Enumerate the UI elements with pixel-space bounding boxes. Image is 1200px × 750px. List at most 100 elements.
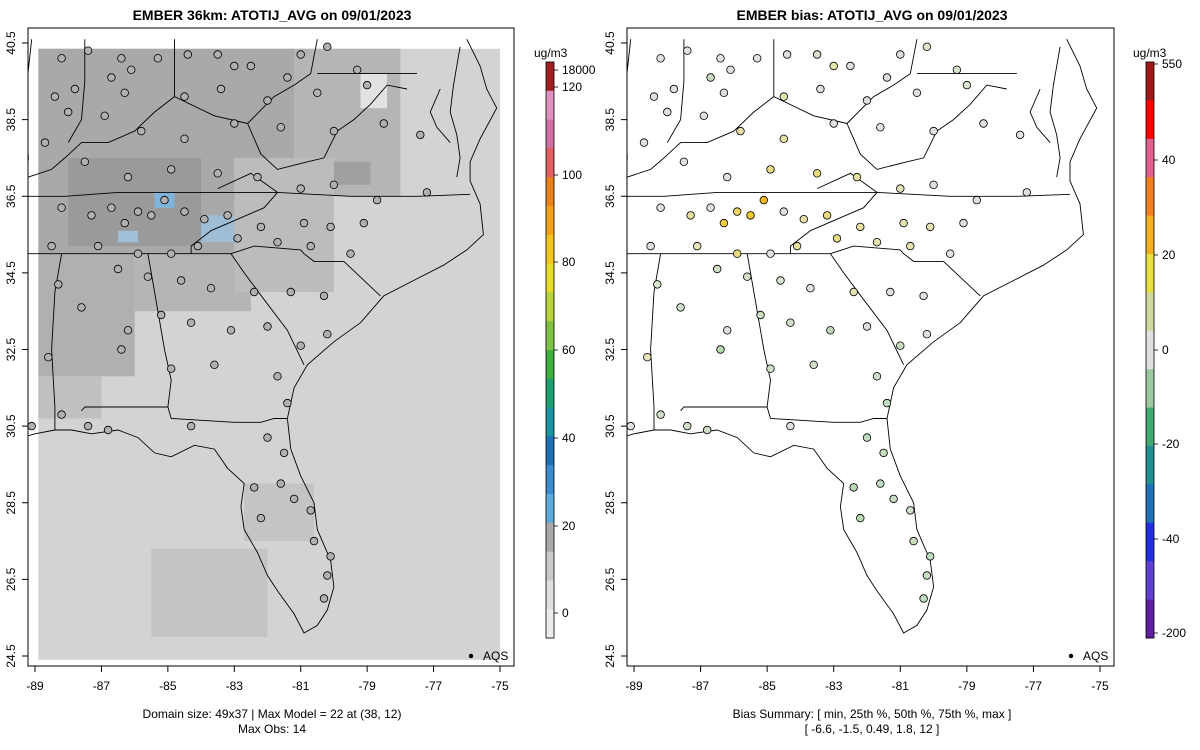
aqs-site-marker: [862, 322, 872, 331]
aqs-site-marker: [296, 341, 305, 350]
aqs-site-marker: [679, 157, 689, 166]
aqs-site-marker: [716, 345, 725, 354]
colorbar-tick-label: -200: [1162, 626, 1186, 640]
aqs-monitor-points: [27, 42, 432, 603]
colorbar-segment: [1146, 599, 1154, 639]
aqs-site-marker: [663, 107, 672, 117]
aqs-site-marker: [120, 218, 129, 228]
aqs-site-marker: [1022, 188, 1032, 197]
aqs-site-marker: [959, 218, 968, 228]
x-tick-label: -89: [625, 679, 643, 693]
aqs-site-marker: [133, 249, 143, 258]
aqs-site-marker: [779, 134, 788, 143]
colorbar-segment: [546, 580, 554, 610]
colorbar-segment: [1146, 254, 1154, 293]
aqs-site-marker: [156, 310, 166, 320]
aqs-site-marker: [249, 483, 259, 492]
aqs-site-marker: [256, 513, 266, 523]
aqs-site-marker: [723, 172, 732, 182]
aqs-site-marker: [723, 326, 732, 335]
aqs-site-marker: [899, 218, 908, 228]
aqs-site-marker: [50, 92, 60, 101]
x-tick-label: -83: [226, 679, 244, 693]
aqs-site-marker: [186, 421, 196, 431]
aqs-site-marker: [283, 73, 292, 82]
bias-panel-title: EMBER bias: ATOTIJ_AVG on 09/01/2023: [736, 7, 1007, 23]
aqs-site-marker: [706, 203, 715, 212]
aqs-site-marker: [816, 84, 825, 94]
raster-cell: [244, 483, 314, 542]
boundary-line: [627, 157, 665, 178]
raster-cell: [360, 73, 388, 109]
aqs-site-marker: [922, 330, 932, 339]
aqs-site-marker: [896, 50, 905, 59]
x-tick-label: -75: [1091, 679, 1109, 693]
aqs-site-marker: [862, 433, 872, 442]
colorbar-tick-label: 60: [562, 343, 576, 357]
aqs-site-marker: [683, 421, 692, 431]
x-tick-label: -75: [491, 679, 509, 693]
y-tick-label: 34.5: [4, 261, 18, 285]
colorbar-segment: [546, 263, 554, 293]
colorbar-segment: [546, 378, 554, 409]
aqs-site-marker: [319, 291, 329, 301]
aqs-site-marker: [323, 571, 332, 580]
bias-footer-line-2: [ -6.6, -1.5, 0.49, 1.8, 12 ]: [805, 722, 940, 736]
colorbar-segment: [546, 177, 554, 207]
aqs-site-marker: [276, 123, 285, 132]
aqs-site-marker: [882, 73, 892, 82]
aqs-site-marker: [646, 241, 655, 251]
y-tick-label: 38.5: [603, 108, 617, 132]
aqs-site-marker: [326, 222, 335, 232]
aqs-site-marker: [313, 88, 322, 97]
aqs-site-marker: [253, 172, 262, 182]
aqs-site-marker: [876, 479, 885, 488]
colorbar-tick-label: -20: [1162, 437, 1180, 451]
aqs-site-marker: [716, 54, 725, 63]
x-tick-label: -77: [1025, 679, 1043, 693]
aqs-site-marker: [323, 42, 332, 51]
boundary-line: [650, 253, 662, 430]
aqs-site-marker: [676, 303, 685, 312]
aqs-site-marker: [786, 421, 795, 431]
aqs-site-marker: [766, 364, 775, 373]
x-tick-label: -79: [358, 679, 376, 693]
aqs-site-marker: [283, 398, 292, 408]
aqs-site-marker: [626, 421, 635, 431]
aqs-site-marker: [353, 65, 362, 74]
boundary-line: [28, 191, 471, 197]
raster-cell: [38, 376, 102, 419]
colorbar-tick-label: 20: [562, 519, 576, 533]
aqs-site-marker: [919, 291, 928, 301]
aqs-site-marker: [213, 50, 222, 59]
boundary-line: [663, 96, 775, 159]
aqs-site-marker: [27, 421, 36, 431]
aqs-site-marker: [206, 284, 216, 293]
aqs-site-marker: [713, 264, 722, 274]
boundary-line: [627, 38, 1098, 634]
x-tick-label: -85: [758, 679, 776, 693]
aqs-site-marker: [846, 61, 855, 71]
aqs-site-marker: [273, 372, 282, 381]
legend-label: AQS: [1083, 649, 1108, 663]
aqs-site-marker: [180, 207, 189, 216]
aqs-site-marker: [733, 207, 742, 216]
aqs-site-marker: [180, 92, 189, 101]
colorbar-tick-label: -40: [1162, 532, 1180, 546]
y-tick-label: 24.5: [603, 644, 617, 668]
aqs-site-marker: [786, 318, 795, 327]
boundary-line: [28, 157, 66, 178]
aqs-site-marker: [200, 214, 209, 224]
y-axis-ticks: 24.5 26.5 28.5 30.5 32.5 34.5 36.5 38.5 40.5: [603, 31, 627, 668]
aqs-site-marker: [656, 410, 665, 419]
boundary-line: [846, 39, 918, 124]
colorbar-segment: [1146, 138, 1154, 178]
boundary-line: [429, 88, 451, 143]
aqs-site-marker: [40, 138, 50, 147]
legend-label: AQS: [483, 649, 508, 663]
aqs-site-marker: [103, 425, 113, 435]
aqs-site-marker: [87, 211, 96, 220]
colorbar-segment: [1146, 561, 1154, 601]
aqs-site-marker: [719, 218, 729, 228]
